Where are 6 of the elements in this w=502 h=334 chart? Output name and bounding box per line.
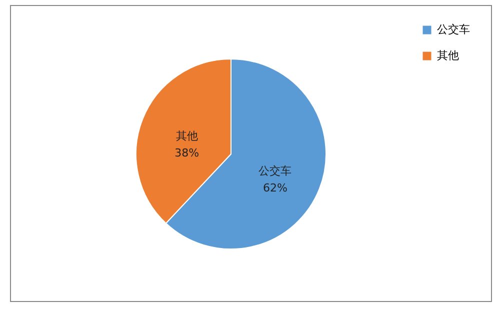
slice-label: 其他	[176, 130, 198, 143]
data-label: 62%	[262, 181, 288, 194]
legend-label: 其他	[437, 49, 459, 62]
slice-label: 公交车	[258, 164, 292, 178]
legend-label: 公交车	[437, 23, 470, 36]
data-label: 38%	[174, 146, 200, 160]
